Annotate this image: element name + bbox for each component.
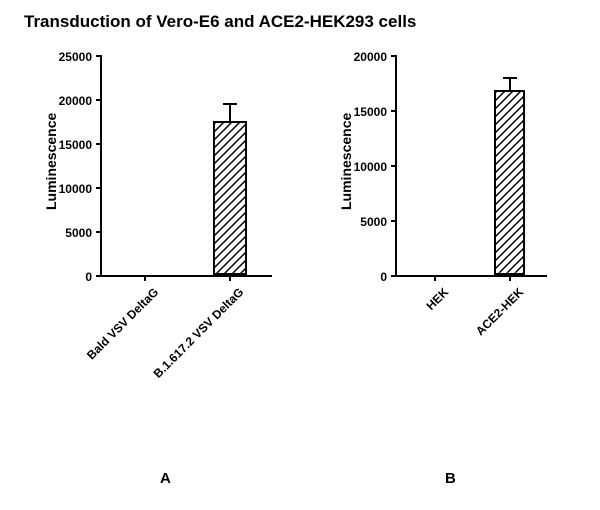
tick-mark bbox=[509, 275, 511, 281]
tick-mark bbox=[391, 110, 397, 112]
error-bar bbox=[509, 78, 511, 90]
tick-mark bbox=[391, 220, 397, 222]
y-tick-label: 15000 bbox=[354, 105, 387, 119]
bar bbox=[494, 90, 526, 275]
x-tick-label: HEK bbox=[424, 285, 452, 313]
panel-B: Luminescence05000100001500020000HEKACE2-… bbox=[0, 0, 600, 510]
tick-mark bbox=[391, 275, 397, 277]
y-tick-label: 0 bbox=[380, 270, 387, 284]
error-cap bbox=[503, 77, 517, 79]
tick-mark bbox=[391, 165, 397, 167]
tick-mark bbox=[391, 55, 397, 57]
y-tick-label: 10000 bbox=[354, 160, 387, 174]
tick-mark bbox=[434, 275, 436, 281]
y-tick-label: 5000 bbox=[360, 215, 387, 229]
figure: Transduction of Vero-E6 and ACE2-HEK293 … bbox=[0, 0, 600, 510]
bar-hatch bbox=[496, 92, 524, 273]
x-tick-label: ACE2-HEK bbox=[473, 285, 526, 338]
y-axis-label: Luminescence bbox=[338, 113, 354, 210]
panel-label: B bbox=[445, 470, 456, 487]
plot-area: 05000100001500020000HEKACE2-HEK bbox=[395, 55, 547, 277]
y-tick-label: 20000 bbox=[354, 50, 387, 64]
